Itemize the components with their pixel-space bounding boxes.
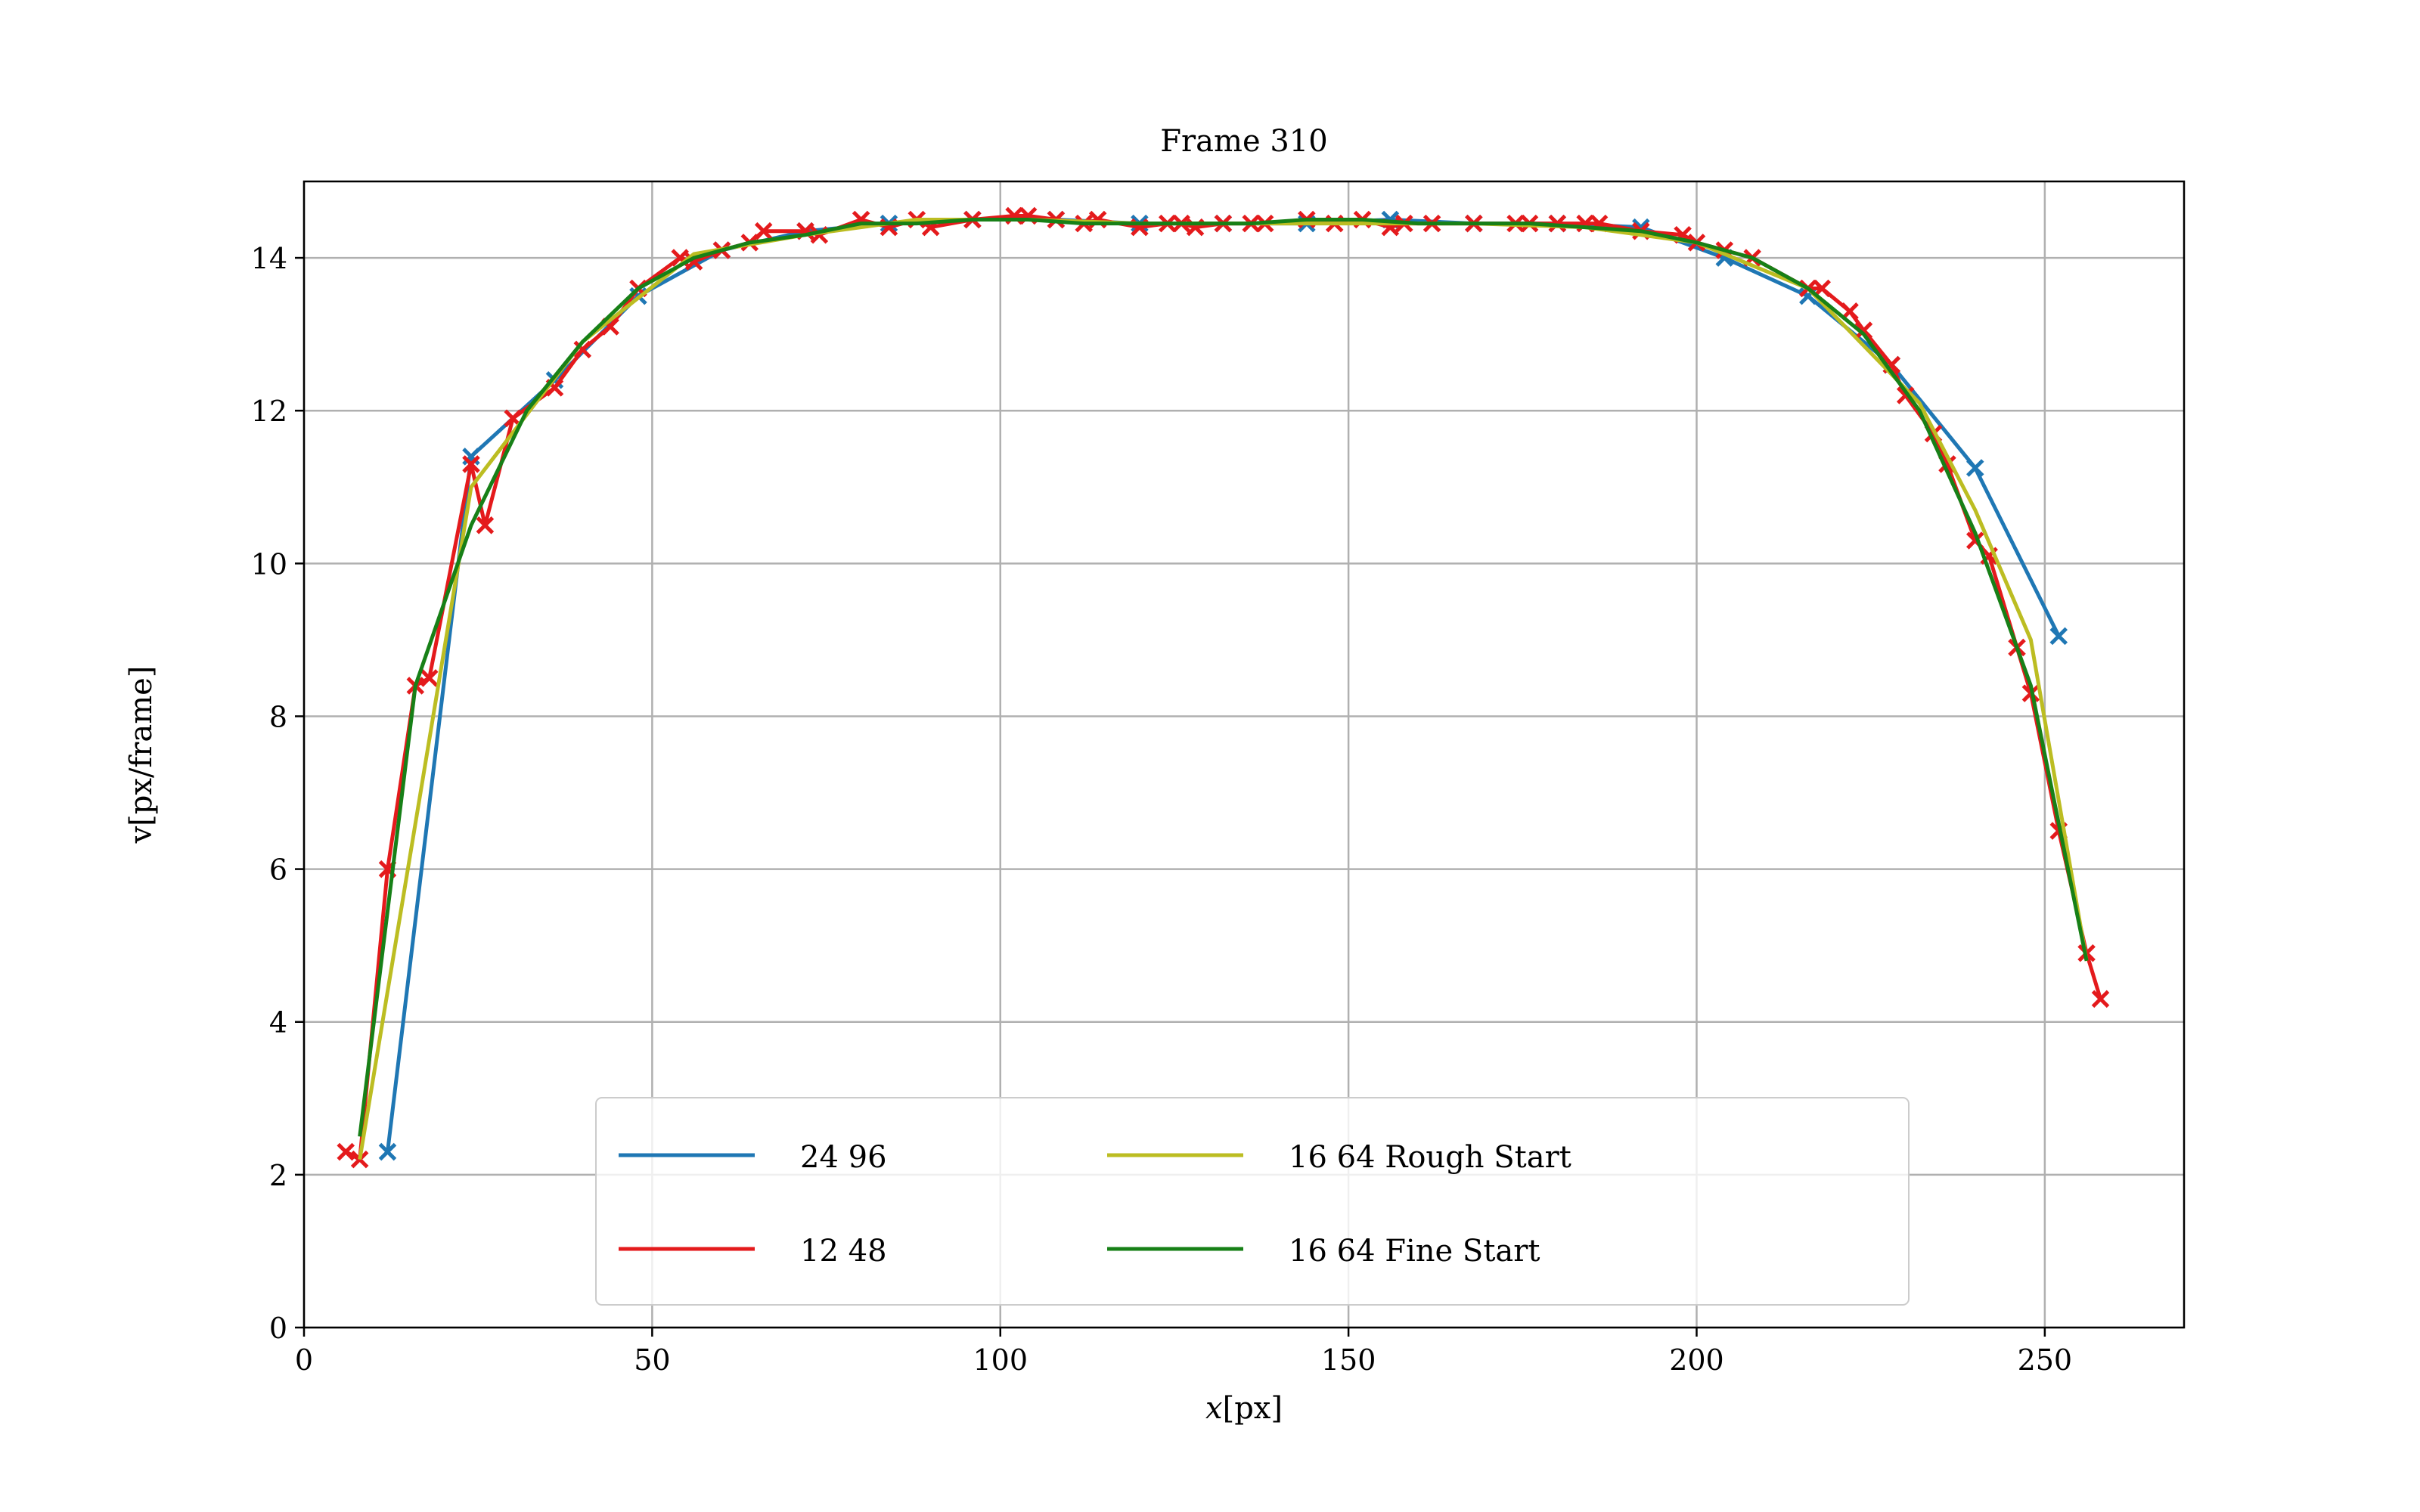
- legend-item-4: 16 64 Fine Start: [1107, 1234, 1540, 1269]
- y-tick-label: 6: [269, 854, 287, 887]
- x-tick-label: 200: [1669, 1343, 1724, 1377]
- chart-title: Frame 310: [1160, 124, 1327, 159]
- x-tick-label: 150: [1321, 1343, 1376, 1377]
- x-tick-label: 50: [634, 1343, 670, 1377]
- y-tick-label: 14: [251, 242, 287, 275]
- y-tick-label: 4: [269, 1006, 287, 1040]
- data-point-marker: [573, 340, 592, 359]
- legend-label: 16 64 Fine Start: [1289, 1234, 1540, 1269]
- axes-frame: [302, 180, 2186, 1329]
- x-axis-label-unit: [px]: [1223, 1391, 1283, 1426]
- data-point-marker: [1854, 321, 1873, 339]
- data-point-marker: [337, 1142, 355, 1161]
- series-layer: [337, 206, 2110, 1169]
- legend-item-1: 24 96: [619, 1140, 887, 1175]
- legend-label: 12 48: [800, 1234, 887, 1269]
- data-point-marker: [476, 516, 495, 534]
- y-tick-label: 2: [269, 1159, 287, 1192]
- data-point-marker: [2049, 627, 2068, 646]
- series-4: [358, 218, 2089, 1137]
- y-axis-label: v[px/frame]: [124, 666, 159, 844]
- data-point-marker: [754, 222, 773, 240]
- legend: 24 96 12 48 16 64 Rough Start 16 64 Fine St…: [595, 1097, 1910, 1306]
- data-point-marker: [420, 669, 439, 687]
- legend-items: 24 96 12 48 16 64 Rough Start 16 64 Fine St…: [619, 1140, 1571, 1269]
- ticks: 0 50 100 150 200 250 0 2 4 6 8 10 12 14: [251, 242, 2072, 1377]
- y-tick-label: 8: [269, 700, 287, 733]
- data-point-marker: [1548, 214, 1567, 233]
- legend-item-2: 12 48: [619, 1234, 887, 1269]
- x-axis-label: x[px]: [1205, 1391, 1283, 1426]
- legend-box: [595, 1097, 1910, 1306]
- data-point-marker: [2091, 990, 2110, 1009]
- y-tick-label: 12: [251, 395, 287, 428]
- y-tick-label: 10: [251, 547, 287, 581]
- data-point-marker: [1966, 459, 1984, 477]
- series-line: [358, 218, 2089, 1137]
- x-axis-label-var: x: [1205, 1391, 1223, 1426]
- x-tick-label: 0: [295, 1343, 313, 1377]
- legend-label: 24 96: [800, 1140, 887, 1175]
- y-tick-label: 0: [269, 1312, 287, 1345]
- x-tick-label: 250: [2018, 1343, 2073, 1377]
- x-tick-label: 100: [973, 1343, 1028, 1377]
- data-point-marker: [462, 455, 480, 473]
- data-point-marker: [378, 1142, 397, 1161]
- legend-label: 16 64 Rough Start: [1289, 1140, 1571, 1175]
- legend-item-3: 16 64 Rough Start: [1107, 1140, 1571, 1175]
